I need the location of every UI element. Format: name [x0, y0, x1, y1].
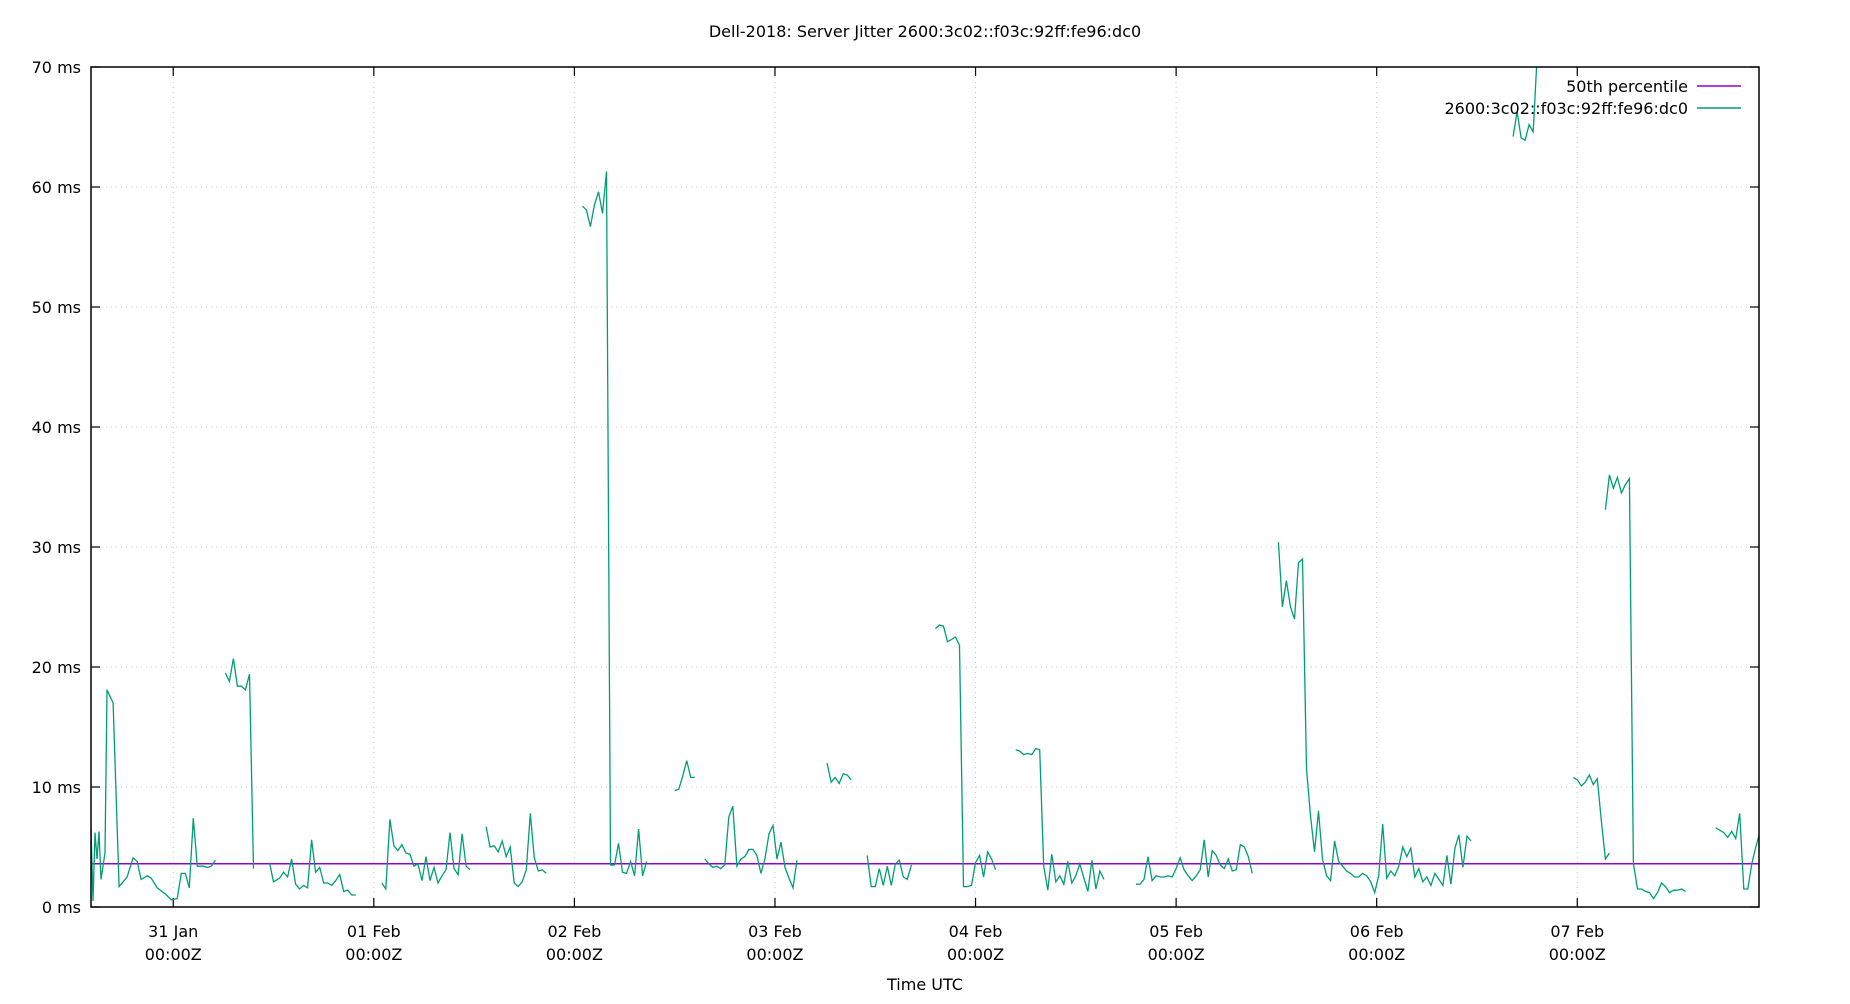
x-axis: 31 Jan 00:00Z 01 Feb 00:00Z 02 Feb 00:00Z 03 F… [145, 67, 1606, 964]
legend: 50th percentile2600:3c02::f03c:92ff:fe96… [1444, 77, 1741, 118]
x-tick-label-time: 00:00Z [345, 945, 402, 964]
y-tick-label: 40 ms [32, 418, 81, 437]
x-tick-label-date: 05 Feb [1149, 922, 1203, 941]
x-tick-label-date: 02 Feb [548, 922, 602, 941]
y-tick-label: 30 ms [32, 538, 81, 557]
jitter-series-segment [674, 760, 695, 792]
jitter-series-segment [866, 855, 913, 888]
jitter-series-segment [1604, 474, 1686, 900]
x-tick-label-time: 00:00Z [1148, 945, 1205, 964]
plot-series [91, 67, 1759, 902]
x-tick-label-time: 00:00Z [947, 945, 1004, 964]
jitter-series-segment [934, 624, 997, 888]
jitter-series-segment [1572, 773, 1610, 861]
x-tick-label-date: 31 Jan [148, 922, 198, 941]
x-tick-label-date: 01 Feb [347, 922, 401, 941]
chart-title: Dell-2018: Server Jitter 2600:3c02::f03c… [709, 22, 1141, 41]
legend-label: 2600:3c02::f03c:92ff:fe96:dc0 [1444, 99, 1688, 118]
jitter-series-segment [91, 689, 216, 902]
x-tick-label-time: 00:00Z [1348, 945, 1405, 964]
x-axis-label: Time UTC [886, 975, 963, 994]
x-tick-label-time: 00:00Z [145, 945, 202, 964]
jitter-series-segment [381, 819, 471, 891]
x-tick-label-time: 00:00Z [746, 945, 803, 964]
jitter-series-segment [1136, 839, 1253, 885]
jitter-series-segment [704, 805, 798, 891]
y-tick-label: 0 ms [42, 898, 81, 917]
jitter-series-segment [826, 762, 852, 785]
jitter-series-segment [268, 839, 356, 896]
jitter-series-segment [1512, 67, 1538, 142]
y-tick-label: 20 ms [32, 658, 81, 677]
jitter-series-segment [1715, 813, 1759, 890]
jitter-series-segment [224, 658, 255, 869]
jitter-series-segment [581, 171, 648, 876]
y-axis: 0 ms 10 ms 20 ms 30 ms 40 ms 50 ms 60 ms 70 ms [32, 58, 1759, 917]
x-tick-label-time: 00:00Z [546, 945, 603, 964]
y-tick-label: 50 ms [32, 298, 81, 317]
y-tick-label: 60 ms [32, 178, 81, 197]
x-tick-label-date: 03 Feb [748, 922, 802, 941]
grid [91, 67, 1759, 907]
jitter-series-segment [1015, 747, 1105, 892]
y-tick-label: 10 ms [32, 778, 81, 797]
y-tick-label: 70 ms [32, 58, 81, 77]
x-tick-label-date: 07 Feb [1550, 922, 1604, 941]
jitter-series-segment [485, 813, 547, 888]
x-tick-label-date: 06 Feb [1350, 922, 1404, 941]
jitter-series-segment [1277, 542, 1472, 895]
plot-frame [90, 66, 1760, 908]
x-tick-label-date: 04 Feb [949, 922, 1003, 941]
x-tick-label-time: 00:00Z [1549, 945, 1606, 964]
legend-label: 50th percentile [1566, 77, 1688, 96]
